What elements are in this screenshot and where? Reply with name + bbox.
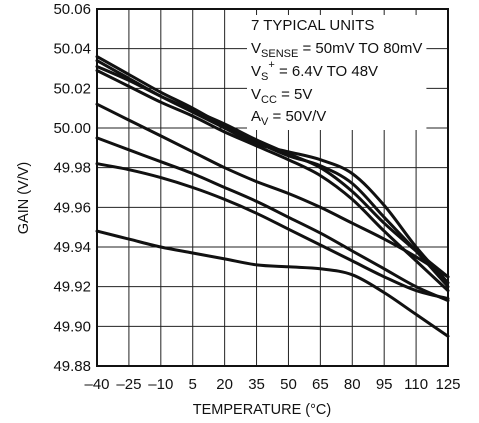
y-tick-label: 49.88 [53,358,91,375]
annotation-vs-plus: VS+ = 6.4V TO 48V [251,59,378,83]
series-line-6 [95,136,450,303]
y-tick-label: 49.90 [53,318,91,335]
y-axis-label: GAIN (V/V) [16,162,32,235]
x-axis-label: TEMPERATURE (°C) [193,402,331,418]
y-tick-label: 50.04 [53,41,91,58]
annotation-units: 7 TYPICAL UNITS [251,17,374,34]
y-tick-label: 49.92 [53,279,91,296]
x-tick-label: 110 [404,376,428,393]
x-tick-label: –25 [116,376,141,393]
annotation-background [247,15,427,130]
annotation-vcc: VCC = 5V [251,86,312,106]
data-series [95,55,450,338]
annotation-vsense: VSENSE = 50mV TO 80mV [251,40,422,60]
x-tick-label: 65 [312,376,329,393]
chart-annotation: 7 TYPICAL UNITS VSENSE = 50mV TO 80mV VS… [251,17,422,128]
series-line-5 [95,102,450,279]
annotation-av: AV = 50V/V [251,108,326,128]
y-tick-label: 50.06 [53,1,91,18]
x-tick-labels: –40 –25 –10 5 20 35 50 65 80 95 110 125 [84,376,460,393]
plot-frame [96,8,449,367]
series-line-7 [95,162,450,301]
x-tick-label: 80 [344,376,361,393]
series-line-8 [95,229,450,338]
x-tick-label: 5 [189,376,197,393]
x-tick-label: –40 [84,376,109,393]
series-line-4 [95,69,450,293]
x-tick-label: 125 [435,376,460,393]
y-tick-label: 49.96 [53,199,91,216]
x-tick-label: 95 [376,376,393,393]
x-tick-label: 20 [216,376,233,393]
y-tick-label: 49.94 [53,239,91,256]
x-tick-label: 35 [248,376,265,393]
y-tick-label: 50.00 [53,120,91,137]
series-line-3 [95,65,450,279]
x-tick-label: –10 [148,376,173,393]
y-tick-label: 50.02 [53,80,91,97]
y-tick-labels: 49.88 49.90 49.92 49.94 49.96 49.98 50.00 50.02… [53,1,91,375]
x-tick-label: 50 [280,376,297,393]
y-tick-label: 49.98 [53,160,91,177]
